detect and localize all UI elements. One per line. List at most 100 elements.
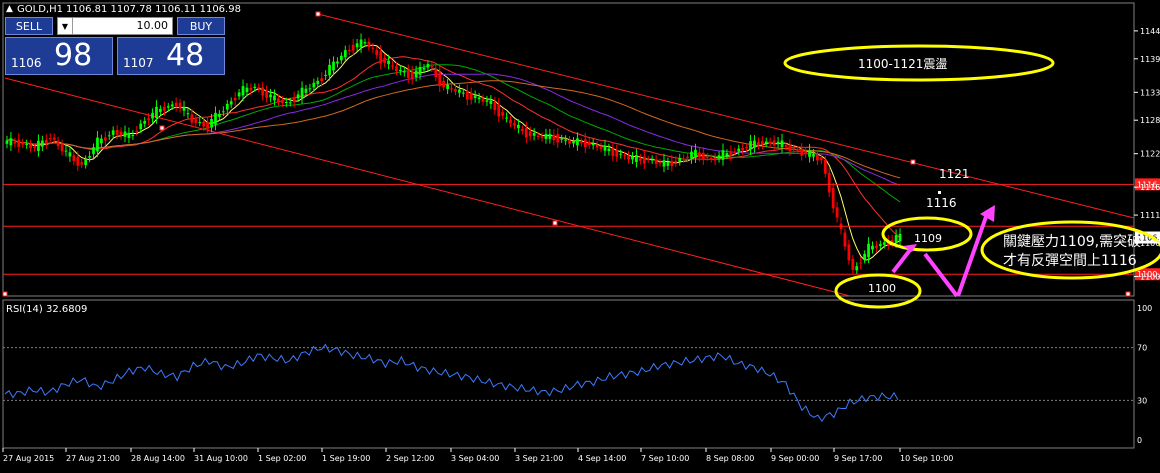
channel-lower-line (4, 77, 851, 297)
candle-body (713, 157, 717, 161)
candle-body (406, 70, 410, 78)
candle-body (540, 136, 544, 138)
candle-body (280, 99, 284, 104)
channel-anchor-point (159, 125, 165, 131)
time-axis-label: 3 Sep 21:00 (515, 454, 563, 463)
chevron-down-icon[interactable]: ▼ (58, 18, 73, 34)
candle-body (375, 50, 379, 56)
level-tag-label: 1116.50 (1137, 180, 1160, 189)
note-line-1: 關鍵壓力1109,需突破 (1003, 234, 1141, 250)
candle-body (768, 141, 772, 144)
candle-body (603, 145, 607, 151)
label-1100: 1100 (868, 282, 896, 295)
time-axis-label: 28 Aug 14:00 (131, 454, 185, 463)
candle-body (221, 111, 225, 113)
candle-body (159, 108, 162, 112)
channel-anchor-point (1125, 291, 1131, 297)
candle-body (206, 122, 209, 129)
chart-title: GOLD,H1 (17, 4, 63, 15)
candle-body (737, 148, 741, 152)
candle-body (76, 156, 80, 166)
candle-body (174, 102, 178, 107)
candle-body (198, 121, 202, 123)
candle-body (233, 98, 237, 101)
candle-body (646, 159, 650, 161)
range-ellipse (783, 44, 1055, 82)
candle-body (190, 114, 194, 123)
candle-body (682, 158, 686, 160)
candle-body (399, 69, 402, 72)
candle-body (579, 142, 583, 144)
candle-body (60, 144, 64, 152)
candle-body (867, 243, 870, 258)
candle-body (387, 60, 390, 65)
candle-body (355, 43, 359, 48)
candle-body (863, 253, 867, 260)
candle-body (528, 131, 532, 137)
time-axis-label: 3 Sep 04:00 (451, 454, 499, 463)
candle-body (5, 140, 9, 144)
candle-body (127, 133, 131, 138)
price-axis-label: 1100.55 (1140, 272, 1160, 281)
candle-body (257, 87, 261, 89)
candle-body (827, 172, 831, 193)
candle-body (379, 51, 383, 64)
candle-body (422, 67, 426, 70)
candle-body (741, 147, 745, 151)
sell-button[interactable]: SELL (5, 17, 53, 35)
candle-body (80, 162, 84, 165)
arrow-up-2 (956, 213, 989, 297)
candle-body (477, 97, 481, 100)
candle-body (591, 143, 595, 146)
candle-body (13, 141, 17, 144)
lot-size-input[interactable]: ▼ 10.00 (57, 17, 173, 35)
candle-body (847, 244, 851, 261)
candle-body (367, 41, 371, 47)
sell-price-pips: 98 (54, 38, 93, 73)
candle-body (56, 140, 60, 147)
candle-body (288, 102, 292, 104)
time-axis-label: 7 Sep 10:00 (641, 454, 689, 463)
rsi-indicator: 100 70 30 0 (3, 304, 1152, 445)
rsi-axis-label: 70 (1137, 344, 1147, 353)
candle-body (662, 160, 666, 167)
buy-price-button[interactable]: 1107 48 (117, 37, 225, 75)
note-ellipse (980, 220, 1160, 280)
label-1109: 1109 (914, 232, 942, 245)
candle-body (182, 107, 186, 111)
candle-body (517, 124, 520, 129)
rsi-axis-label: 0 (1137, 436, 1142, 445)
candle-body (552, 134, 556, 141)
candle-body (473, 95, 477, 99)
candle-body (583, 139, 587, 148)
candle-body (721, 150, 725, 160)
rsi-line (4, 343, 899, 422)
label-1116: 1116 (926, 196, 957, 210)
candle-body (642, 156, 646, 164)
candle-body (371, 47, 375, 49)
candle-body (292, 97, 296, 103)
candle-body (650, 159, 654, 161)
level-tag-label: 1100.40 (1137, 270, 1160, 279)
channel-upper-line (317, 13, 1135, 219)
candle-body (532, 133, 536, 136)
sell-price-button[interactable]: 1106 98 (5, 37, 113, 75)
candle-body (548, 134, 552, 139)
candle-body (119, 131, 123, 136)
candle-body (178, 102, 182, 109)
candle-body (430, 66, 434, 68)
candle-body (214, 112, 217, 125)
candle-body (638, 158, 642, 161)
candle-body (749, 141, 752, 150)
ma-red-line (6, 56, 901, 239)
candle-body (446, 84, 449, 89)
candle-body (501, 112, 505, 116)
price-levels: 1116.50 1100.40 1106.98 (3, 178, 1160, 281)
candle-body (800, 148, 804, 156)
current-price-label: 1106.98 (1137, 234, 1160, 243)
rsi-panel-border (2, 299, 1135, 449)
level-tag (1135, 268, 1160, 281)
candle-body (855, 266, 859, 271)
buy-button[interactable]: BUY (177, 17, 225, 35)
